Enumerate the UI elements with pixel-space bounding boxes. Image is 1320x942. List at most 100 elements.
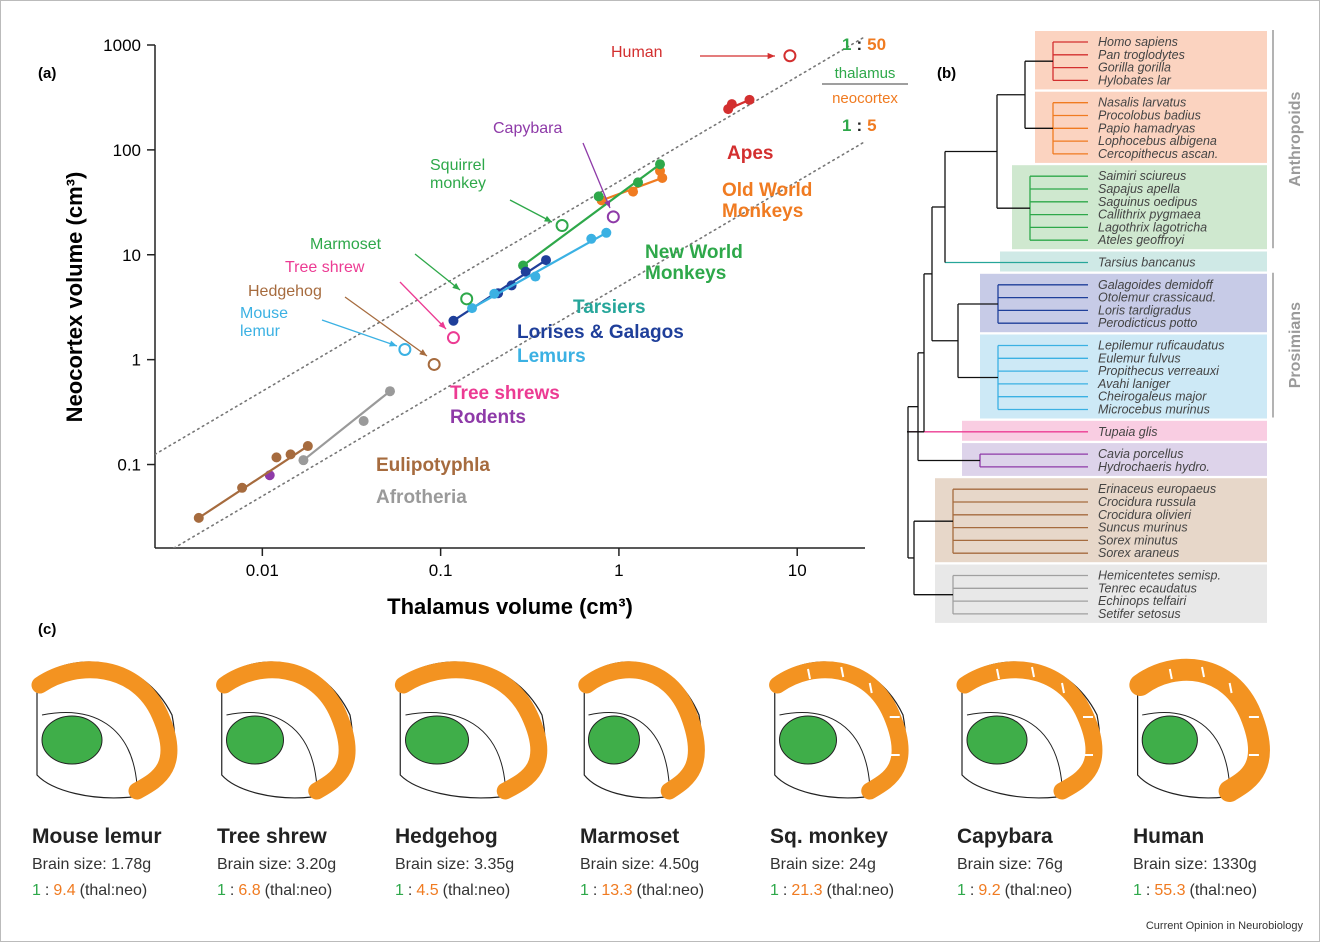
highlight-point: [427, 357, 441, 371]
data-point: [726, 99, 737, 110]
clade-box: [935, 478, 1267, 563]
species-label: Lophocebus albigena: [1098, 134, 1217, 148]
arrow-line: [344, 296, 428, 357]
species-label: Procolobus badius: [1098, 109, 1201, 123]
data-point: [586, 233, 597, 244]
series-label: Old World Monkeys: [722, 180, 813, 223]
ratio-thal: 1: [842, 116, 851, 135]
ratio-neo: 13.3: [601, 882, 632, 899]
species-label: Homo sapiens: [1098, 35, 1178, 49]
brain-inner: [405, 712, 506, 786]
annotation: Squirrel monkey: [430, 157, 487, 192]
sulcus: [996, 668, 1000, 680]
species-name: Marmoset: [580, 825, 679, 848]
ratio-neo: 55.3: [1154, 882, 1185, 899]
series-label: Rodents: [450, 407, 526, 428]
sulcus: [1201, 666, 1205, 678]
neocortex: [956, 661, 1103, 800]
series-label: Lorises & Galagos: [517, 322, 684, 343]
ratio-thal: 1: [770, 882, 779, 899]
species-label: Suncus murinus: [1098, 521, 1188, 535]
arrow-head: [767, 52, 775, 60]
clade-box: [1035, 31, 1267, 90]
ratio-thal: 1: [395, 882, 404, 899]
ratio-thal: 1: [842, 35, 851, 54]
species-label: Saguinus oedipus: [1098, 195, 1197, 209]
neocortex: [578, 661, 705, 800]
species-label: Cavia porcellus: [1098, 447, 1183, 461]
x-tick-label: 0.1: [429, 561, 453, 580]
ratio-line: [155, 35, 865, 456]
ratio-text: 1:9.4 (thal:neo): [32, 882, 147, 899]
ratio-label: 1:5: [842, 116, 877, 135]
ratio-note: (thal:neo): [1190, 882, 1258, 899]
species-label: Callithrix pygmaea: [1098, 208, 1201, 222]
species-label: Hemicentetes semisp.: [1098, 569, 1221, 583]
thalamus: [588, 715, 640, 765]
brain-size: Brain size: 1330g: [1133, 856, 1257, 873]
series-label: Lemurs: [517, 346, 586, 367]
annotation: Tree shrew: [285, 259, 365, 276]
data-point: [193, 512, 204, 523]
sulcus: [807, 668, 811, 680]
brain-size: Brain size: 3.35g: [395, 856, 514, 873]
species-label: Tupaia glis: [1098, 425, 1158, 439]
species-label: Gorilla gorilla: [1098, 61, 1171, 75]
data-point: [657, 172, 668, 183]
neocortex: [1129, 658, 1271, 802]
ratio-neo: 50: [867, 35, 886, 54]
ratio-neo: 21.3: [791, 882, 822, 899]
thalamus: [966, 715, 1028, 765]
annotation: Human: [611, 44, 663, 61]
annotation: Hedgehog: [248, 283, 322, 300]
sulcus: [840, 666, 845, 678]
data-point: [302, 441, 313, 452]
sulcus: [1168, 668, 1173, 680]
ratio-label: 1:50: [842, 35, 886, 54]
species-label: Echinops telfairi: [1098, 594, 1187, 608]
annotation: Mouse lemur: [240, 305, 289, 340]
sulcus: [1228, 682, 1233, 694]
species-label: Pan troglodytes: [1098, 48, 1185, 62]
brain-inner: [588, 712, 670, 786]
clade-box: [962, 443, 1267, 476]
species-label: Sapajus apella: [1098, 182, 1180, 196]
ratio-thal: 1: [32, 882, 41, 899]
ratio-thal: 1: [580, 882, 589, 899]
y-tick-label: 0.1: [117, 456, 141, 475]
ratio-thal: 1: [957, 882, 966, 899]
highlight-point: [555, 219, 569, 233]
clade-label: Prosimians: [1287, 302, 1304, 388]
ratio-sep: :: [230, 882, 234, 899]
ratio-sep: :: [1146, 882, 1150, 899]
data-point: [633, 177, 644, 188]
species-label: Sorex minutus: [1098, 533, 1178, 547]
clade-box: [935, 564, 1267, 623]
panel-label: (a): [38, 65, 56, 82]
arrow-head: [389, 340, 397, 347]
credit: Current Opinion in Neurobiology: [1146, 920, 1304, 932]
species-label: Eulemur fulvus: [1098, 351, 1181, 365]
data-point: [541, 255, 552, 266]
data-point: [628, 186, 639, 197]
highlight-point: [398, 342, 412, 356]
species-label: Otolemur crassicaud.: [1098, 291, 1216, 305]
brain-inner: [1142, 712, 1231, 786]
species-label: Lagothrix lagotricha: [1098, 220, 1207, 234]
y-axis-title: Neocortex volume (cm³): [62, 172, 87, 423]
x-axis-title: Thalamus volume (cm³): [387, 594, 633, 619]
ratio-thal: 1: [217, 882, 226, 899]
arrow-head: [438, 321, 446, 329]
species-label: Propithecus verreauxi: [1098, 364, 1220, 378]
ratio-sep: :: [593, 882, 597, 899]
species-label: Cheirogaleus major: [1098, 390, 1207, 404]
series-label: New World Monkeys: [645, 242, 743, 285]
ratio-sep: :: [856, 116, 862, 135]
arrow-line: [399, 281, 447, 330]
species-label: Nasalis larvatus: [1098, 96, 1186, 110]
y-tick-label: 1: [132, 351, 141, 370]
ratio-note: (thal:neo): [637, 882, 705, 899]
species-label: Sorex araneus: [1098, 546, 1179, 560]
ratio-text: 1:13.3 (thal:neo): [580, 882, 704, 899]
